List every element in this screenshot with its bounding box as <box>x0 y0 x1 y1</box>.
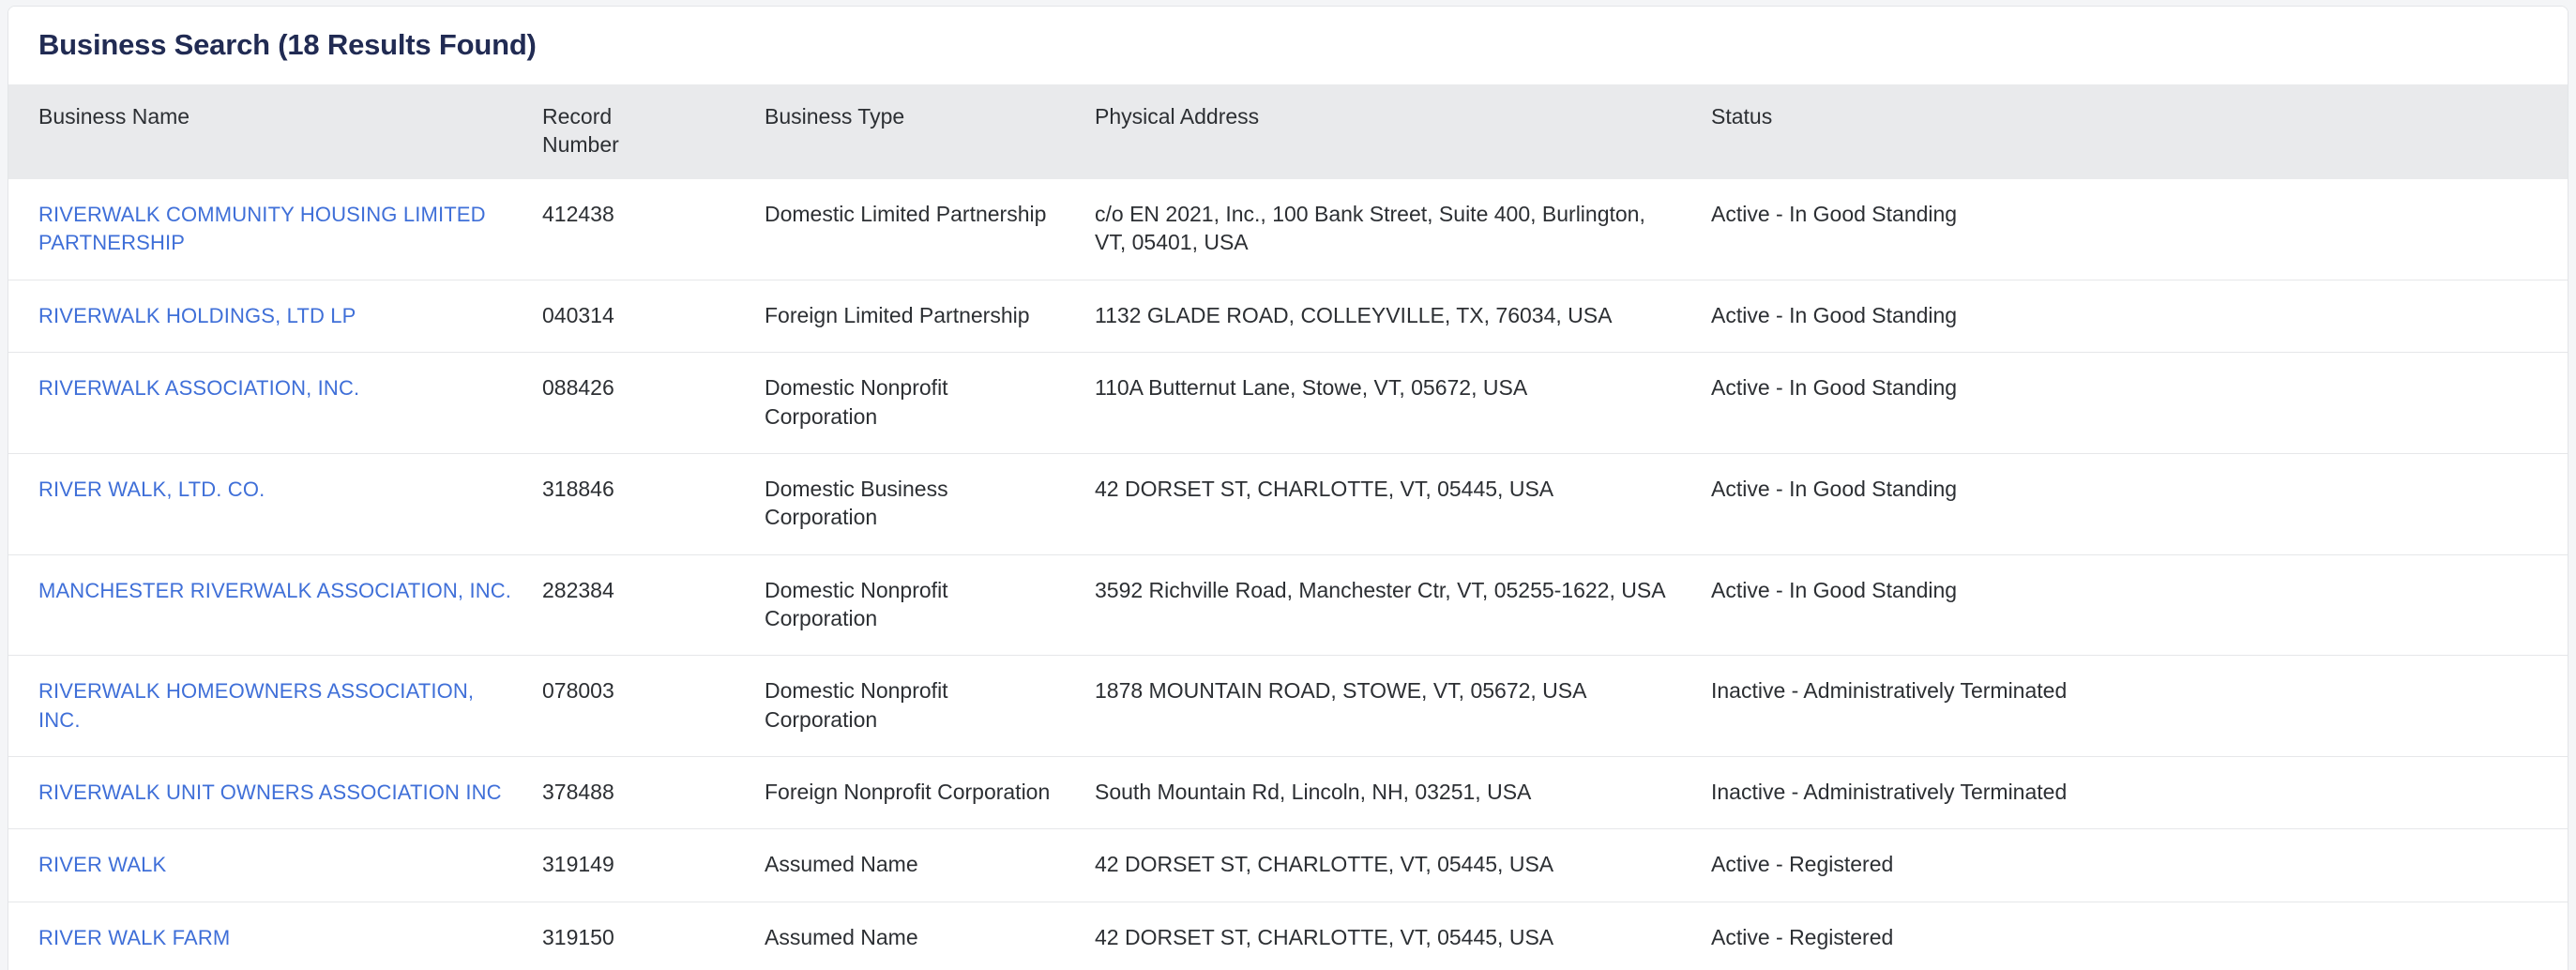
cell-business-name: RIVER WALK <box>8 828 527 902</box>
cell-status: Active - Registered <box>1696 901 2568 970</box>
table-row: RIVER WALK FARM 319150 Assumed Name 42 DORS… <box>8 901 2568 970</box>
cell-physical-address: 42 DORSET ST, CHARLOTTE, VT, 05445, USA <box>1080 901 1696 970</box>
cell-record-number: 078003 <box>527 655 750 757</box>
business-name-link[interactable]: RIVER WALK FARM <box>38 925 231 949</box>
cell-physical-address: 42 DORSET ST, CHARLOTTE, VT, 05445, USA <box>1080 828 1696 902</box>
cell-record-number: 412438 <box>527 179 750 280</box>
cell-business-type: Foreign Limited Partnership <box>750 279 1080 353</box>
business-name-link[interactable]: RIVERWALK HOMEOWNERS ASSOCIATION, INC. <box>38 679 475 732</box>
column-header-record-number-line1: Record <box>542 104 613 129</box>
cell-record-number: 378488 <box>527 756 750 829</box>
business-name-link[interactable]: RIVERWALK UNIT OWNERS ASSOCIATION INC <box>38 781 502 805</box>
cell-business-type: Domestic Business Corporation <box>750 452 1080 555</box>
table-header-row: Business Name Record Number Business Type… <box>8 84 2568 180</box>
cell-record-number: 319150 <box>527 901 750 970</box>
cell-business-name: RIVERWALK ASSOCIATION, INC. <box>8 352 527 454</box>
cell-business-name: RIVERWALK COMMUNITY HOUSING LIMITED PART… <box>8 179 527 280</box>
cell-business-name: RIVERWALK UNIT OWNERS ASSOCIATION INC <box>8 756 527 829</box>
cell-status: Active - In Good Standing <box>1696 279 2568 353</box>
cell-physical-address: 1878 MOUNTAIN ROAD, STOWE, VT, 05672, US… <box>1080 655 1696 757</box>
table-row: RIVERWALK COMMUNITY HOUSING LIMITED PART… <box>8 179 2568 280</box>
business-name-link[interactable]: MANCHESTER RIVERWALK ASSOCIATION, INC. <box>38 578 512 602</box>
cell-business-type: Domestic Nonprofit Corporation <box>750 655 1080 757</box>
cell-business-name: RIVER WALK, LTD. CO. <box>8 452 527 555</box>
results-card-header: Business Search (18 Results Found) <box>8 7 2568 85</box>
cell-business-type: Domestic Limited Partnership <box>750 179 1080 280</box>
business-results-table: Business Name Record Number Business Type… <box>8 84 2568 970</box>
business-name-link[interactable]: RIVERWALK HOLDINGS, LTD LP <box>38 303 356 327</box>
cell-status: Inactive - Administratively Terminated <box>1696 655 2568 757</box>
table-row: RIVER WALK, LTD. CO. 318846 Domestic Busin… <box>8 452 2568 555</box>
column-header-physical-address[interactable]: Physical Address <box>1080 84 1696 180</box>
table-row: RIVERWALK HOLDINGS, LTD LP 040314 Foreign … <box>8 279 2568 353</box>
cell-status: Active - In Good Standing <box>1696 352 2568 454</box>
cell-business-name: MANCHESTER RIVERWALK ASSOCIATION, INC. <box>8 553 527 656</box>
cell-record-number: 282384 <box>527 553 750 656</box>
column-header-record-number[interactable]: Record Number <box>527 84 750 180</box>
cell-business-type: Domestic Nonprofit Corporation <box>750 352 1080 454</box>
column-header-business-name[interactable]: Business Name <box>8 84 527 180</box>
table-row: RIVER WALK 319149 Assumed Name 42 DORSET ST… <box>8 828 2568 902</box>
cell-physical-address: c/o EN 2021, Inc., 100 Bank Street, Suit… <box>1080 179 1696 280</box>
cell-physical-address: 42 DORSET ST, CHARLOTTE, VT, 05445, USA <box>1080 452 1696 555</box>
business-name-link[interactable]: RIVERWALK ASSOCIATION, INC. <box>38 376 360 401</box>
cell-physical-address: 1132 GLADE ROAD, COLLEYVILLE, TX, 76034,… <box>1080 279 1696 353</box>
cell-status: Active - In Good Standing <box>1696 553 2568 656</box>
cell-business-type: Assumed Name <box>750 828 1080 902</box>
cell-record-number: 088426 <box>527 352 750 454</box>
column-header-business-type[interactable]: Business Type <box>750 84 1080 180</box>
cell-physical-address: 3592 Richville Road, Manchester Ctr, VT,… <box>1080 553 1696 656</box>
table-row: MANCHESTER RIVERWALK ASSOCIATION, INC. 28… <box>8 553 2568 656</box>
business-name-link[interactable]: RIVER WALK, LTD. CO. <box>38 477 265 501</box>
business-name-link[interactable]: RIVERWALK COMMUNITY HOUSING LIMITED PART… <box>38 203 486 255</box>
table-header: Business Name Record Number Business Type… <box>8 84 2568 180</box>
cell-business-name: RIVER WALK FARM <box>8 901 527 970</box>
cell-business-name: RIVERWALK HOMEOWNERS ASSOCIATION, INC. <box>8 655 527 757</box>
cell-status: Active - In Good Standing <box>1696 179 2568 280</box>
table-row: RIVERWALK HOMEOWNERS ASSOCIATION, INC. 07… <box>8 655 2568 757</box>
cell-status: Active - In Good Standing <box>1696 452 2568 555</box>
cell-physical-address: 110A Butternut Lane, Stowe, VT, 05672, U… <box>1080 352 1696 454</box>
page-title: Business Search (18 Results Found) <box>38 28 537 61</box>
table-row: RIVERWALK UNIT OWNERS ASSOCIATION INC 378… <box>8 756 2568 829</box>
cell-business-name: RIVERWALK HOLDINGS, LTD LP <box>8 279 527 353</box>
column-header-record-number-line2: Number <box>542 131 619 157</box>
cell-business-type: Assumed Name <box>750 901 1080 970</box>
cell-business-type: Domestic Nonprofit Corporation <box>750 553 1080 656</box>
table-body: RIVERWALK COMMUNITY HOUSING LIMITED PART… <box>8 179 2568 970</box>
cell-status: Inactive - Administratively Terminated <box>1696 756 2568 829</box>
column-header-status[interactable]: Status <box>1696 84 2568 180</box>
cell-record-number: 318846 <box>527 452 750 555</box>
results-card: Business Search (18 Results Found) Busin… <box>8 6 2568 970</box>
cell-record-number: 040314 <box>527 279 750 353</box>
cell-status: Active - Registered <box>1696 828 2568 902</box>
cell-business-type: Foreign Nonprofit Corporation <box>750 756 1080 829</box>
table-row: RIVERWALK ASSOCIATION, INC. 088426 Domesti… <box>8 352 2568 454</box>
cell-record-number: 319149 <box>527 828 750 902</box>
business-name-link[interactable]: RIVER WALK <box>38 853 167 877</box>
cell-physical-address: South Mountain Rd, Lincoln, NH, 03251, U… <box>1080 756 1696 829</box>
